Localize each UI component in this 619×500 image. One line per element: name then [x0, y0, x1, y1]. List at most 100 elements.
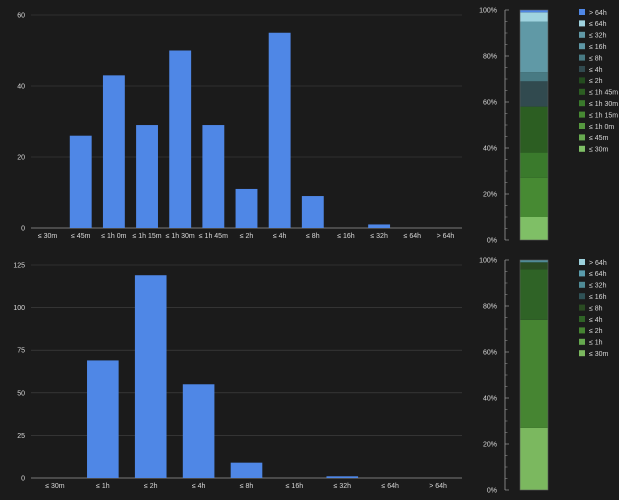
x-tick-label: ≤ 16h	[286, 483, 304, 490]
legend-swatch	[579, 338, 585, 345]
x-tick-label: ≤ 1h 15m	[132, 233, 161, 240]
stack-segment	[520, 217, 548, 240]
legend-label: ≤ 2h	[589, 78, 603, 85]
legend-label: ≤ 32h	[589, 33, 607, 40]
y-tick-label: 25	[17, 433, 25, 440]
bar	[134, 275, 167, 478]
y-tick-label: 60%	[483, 100, 497, 107]
stack-outline	[519, 9, 549, 241]
legend-swatch	[579, 54, 585, 61]
x-tick-label: ≤ 8h	[306, 233, 320, 240]
legend-swatch	[579, 259, 585, 265]
x-tick-label: ≤ 30m	[38, 233, 58, 240]
x-tick-label: ≤ 1h	[96, 483, 110, 490]
stack-segment	[520, 260, 548, 263]
y-tick-label: 100%	[479, 8, 497, 15]
legend-label: ≤ 4h	[589, 317, 603, 324]
y-tick-label: 20	[17, 155, 25, 162]
x-tick-label: ≤ 30m	[45, 483, 65, 490]
legend-label: ≤ 8h	[589, 305, 603, 312]
legend-label: ≤ 4h	[589, 67, 603, 74]
y-tick-label: 75	[17, 348, 25, 355]
y-tick-label: 20%	[483, 442, 497, 449]
x-tick-label: > 64h	[437, 233, 455, 240]
x-tick-label: ≤ 4h	[192, 483, 206, 490]
stack-segment	[520, 262, 548, 270]
bar	[268, 32, 291, 228]
x-tick-label: ≤ 45m	[71, 233, 91, 240]
stack-segment	[520, 21, 548, 73]
stack-segment	[520, 106, 548, 153]
legend-label: ≤ 1h 45m	[589, 90, 618, 97]
legend-label: ≤ 1h 0m	[589, 124, 614, 131]
legend-swatch	[579, 43, 585, 50]
legend-label: ≤ 45m	[589, 135, 609, 142]
bar	[102, 75, 125, 228]
y-tick-label: 50	[17, 390, 25, 397]
legend-swatch	[579, 281, 585, 288]
legend-swatch	[579, 100, 585, 107]
legend-label: ≤ 8h	[589, 55, 603, 62]
x-tick-label: > 64h	[429, 483, 447, 490]
stack-segment	[520, 427, 548, 490]
legend-label: ≤ 64h	[589, 21, 607, 28]
legend-swatch	[579, 270, 585, 277]
legend-swatch	[579, 134, 585, 141]
legend-swatch	[579, 316, 585, 322]
y-tick-label: 60%	[483, 350, 497, 357]
y-tick-label: 125	[13, 263, 25, 270]
legend-swatch	[579, 77, 585, 84]
stack-segment	[520, 10, 548, 13]
legend-swatch	[579, 350, 585, 357]
bar	[326, 476, 359, 478]
legend-swatch	[579, 145, 585, 152]
legend-swatch	[579, 31, 585, 38]
stack-segment	[520, 319, 548, 428]
bar	[136, 125, 158, 228]
x-tick-label: ≤ 1h 45m	[199, 233, 228, 240]
x-tick-label: ≤ 4h	[273, 233, 287, 240]
legend-label: > 64h	[589, 260, 607, 267]
y-tick-label: 40%	[483, 396, 497, 403]
legend-label: ≤ 16h	[589, 294, 607, 301]
stack-segment	[520, 12, 548, 22]
legend-label: ≤ 16h	[589, 44, 607, 51]
x-tick-label: ≤ 64h	[404, 233, 422, 240]
legend-label: ≤ 2h	[589, 328, 603, 335]
stack-outline	[519, 259, 549, 491]
legend-label: > 64h	[589, 10, 607, 17]
bar	[235, 188, 258, 228]
x-tick-label: ≤ 64h	[381, 483, 399, 490]
stack-segment	[520, 177, 548, 217]
bar	[182, 384, 215, 478]
legend-label: ≤ 32h	[589, 283, 607, 290]
bar	[69, 135, 92, 228]
y-tick-label: 0	[21, 476, 25, 483]
x-tick-label: ≤ 8h	[240, 483, 254, 490]
y-tick-label: 40%	[483, 146, 497, 153]
y-tick-label: 80%	[483, 304, 497, 311]
bar	[301, 196, 324, 228]
stack-segment	[520, 269, 548, 320]
x-tick-label: ≤ 1h 30m	[166, 233, 195, 240]
legend-label: ≤ 64h	[589, 271, 607, 278]
bar	[202, 125, 225, 228]
x-tick-label: ≤ 32h	[370, 233, 388, 240]
legend-label: ≤ 30m	[589, 351, 609, 358]
x-tick-label: ≤ 32h	[334, 483, 352, 490]
legend-swatch	[579, 88, 585, 95]
y-tick-label: 40	[17, 84, 25, 91]
y-tick-label: 80%	[483, 54, 497, 61]
bar	[230, 462, 263, 478]
legend-swatch	[579, 293, 585, 300]
y-tick-label: 0	[21, 226, 25, 233]
y-tick-label: 0%	[487, 488, 497, 495]
x-tick-label: ≤ 1h 0m	[101, 233, 126, 240]
stack-segment	[520, 152, 548, 178]
x-tick-label: ≤ 2h	[240, 233, 254, 240]
legend-label: ≤ 1h 30m	[589, 101, 618, 108]
